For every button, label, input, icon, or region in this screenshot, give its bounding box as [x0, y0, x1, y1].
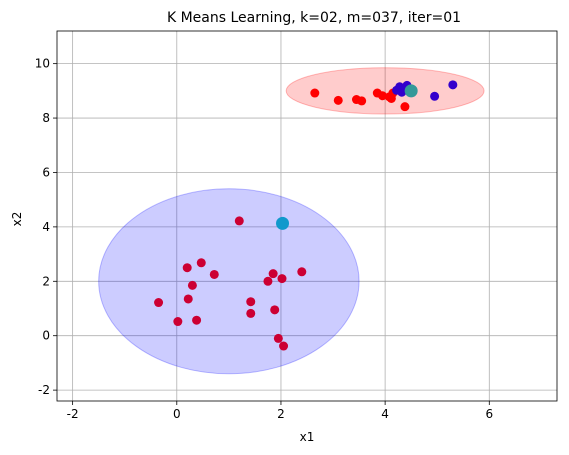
y-tick-label: 6 — [42, 165, 50, 179]
data-point — [182, 263, 192, 273]
data-point — [378, 91, 388, 101]
data-point — [183, 294, 193, 304]
x-tick-label: -2 — [67, 407, 79, 421]
data-point — [187, 280, 197, 290]
y-axis-label: x2 — [10, 212, 24, 227]
data-point — [357, 96, 367, 106]
data-point — [196, 258, 206, 268]
cluster-centroids — [276, 84, 418, 230]
y-tick-label: 8 — [42, 111, 50, 125]
data-point — [234, 216, 244, 226]
data-points — [154, 80, 458, 351]
grid-lines — [57, 31, 557, 401]
chart-title: K Means Learning, k=02, m=037, iter=01 — [167, 10, 461, 26]
data-point — [448, 80, 458, 90]
data-point — [310, 88, 320, 98]
data-point — [273, 333, 283, 343]
x-tick-label: 4 — [381, 407, 389, 421]
data-point — [154, 298, 164, 308]
data-point — [277, 274, 287, 284]
x-tick-label: 0 — [173, 407, 181, 421]
cluster-ellipse — [98, 188, 360, 375]
cluster-ellipses — [98, 67, 485, 375]
axis-ticks: -2 0 2 4 6 -2 0 2 4 6 8 10 — [35, 57, 493, 421]
data-point — [263, 276, 273, 286]
data-point — [246, 297, 256, 307]
y-tick-label: -2 — [38, 383, 50, 397]
data-point — [400, 102, 410, 112]
x-tick-label: 2 — [277, 407, 285, 421]
data-point — [173, 317, 183, 327]
data-point — [297, 267, 307, 277]
x-tick-label: 6 — [485, 407, 493, 421]
y-tick-label: 4 — [42, 220, 50, 234]
y-tick-label: 0 — [42, 329, 50, 343]
data-point — [279, 341, 289, 351]
plot-frame — [56, 30, 558, 402]
data-point — [192, 315, 202, 325]
data-point — [209, 269, 219, 279]
x-axis-label: x1 — [300, 430, 315, 444]
y-tick-label: 2 — [42, 274, 50, 288]
centroid-marker — [276, 216, 290, 230]
data-point — [430, 91, 440, 101]
data-point — [333, 95, 343, 105]
data-point — [268, 269, 278, 279]
data-point — [270, 305, 280, 315]
data-point — [246, 308, 256, 318]
centroid-marker — [404, 84, 418, 98]
y-tick-label: 10 — [35, 57, 50, 71]
